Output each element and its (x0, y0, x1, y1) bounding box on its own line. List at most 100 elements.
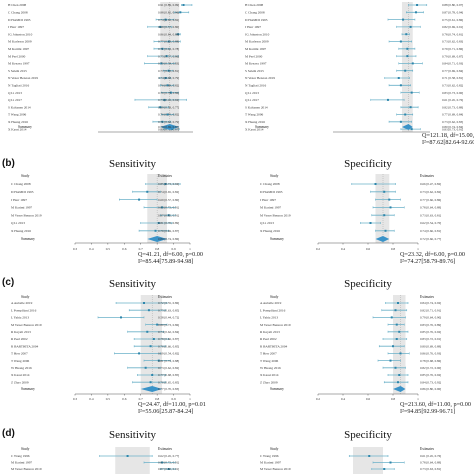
summary-ci-band (115, 447, 150, 474)
estimate-text: 0.82 [0.72, 0.90] (420, 366, 441, 371)
study-name: D HAMDI 1995 (11, 190, 34, 194)
x-tick-label: 1 (189, 247, 191, 251)
study-name: M Karimi 1997 (260, 206, 281, 210)
chart-title: Specificity (344, 278, 392, 290)
point-estimate (167, 40, 170, 43)
study-name: M Vexer Benzon 2019 (11, 467, 42, 471)
study-name: X Kassi 2014 (260, 373, 279, 377)
study-name: D HAMDI 1995 (260, 190, 283, 194)
estimate-text: 0.61 [0.45, 0.76] (442, 98, 463, 103)
study-name: N Tagliati 2016 (8, 84, 29, 88)
x-tick-label: 0.2 (316, 397, 321, 401)
point-estimate (167, 214, 170, 217)
point-estimate (146, 190, 149, 193)
x-tick-label: 0.2 (316, 247, 321, 251)
estimate-text: 0.73 [0.45, 0.94] (158, 98, 179, 103)
study-name: H Chen 2008 (245, 3, 263, 7)
point-estimate (146, 330, 149, 333)
point-estimate (405, 33, 408, 36)
study-name: Q Li 2013 (260, 221, 274, 225)
estimate-text: 0.75 [0.63, 0.85] (158, 308, 179, 313)
point-estimate (166, 113, 169, 116)
estimate-text: 0.78 [0.68, 0.86] (420, 359, 441, 364)
study-name: X Kassi 2014 (11, 373, 30, 377)
point-estimate (409, 106, 412, 109)
study-name: C Chang 2008 (245, 11, 265, 15)
estimate-text: 0.81 [0.72, 0.88] (158, 359, 179, 364)
summary-diamond (160, 124, 180, 130)
study-name: JG Johnston 2010 (8, 32, 33, 36)
point-estimate (369, 222, 372, 224)
x-tick-label: 1 (417, 247, 419, 251)
point-estimate (144, 366, 147, 369)
estimate-text: 0.69 [0.54, 0.82] (158, 352, 179, 357)
x-tick-label: 0.8 (155, 397, 160, 401)
estimate-text: 0.75 [0.61, 0.86] (442, 18, 463, 23)
panel-label: (c) (2, 277, 14, 288)
summary-label: Summary (18, 125, 32, 129)
point-estimate (167, 69, 170, 72)
point-estimate (402, 18, 405, 21)
estimate-text: 0.78 [0.66, 0.87] (158, 337, 179, 342)
estimate-text: 0.58 [0.44, 0.72] (158, 316, 179, 321)
heterogeneity-q: Q=23.32, df=6.00, p=0.00 (400, 251, 465, 258)
estimate-text: 0.74 [0.66, 0.81] (420, 229, 441, 234)
point-estimate (169, 91, 172, 94)
estimate-text: 0.74 [0.65, 0.82] (158, 18, 179, 23)
study-column-header: Study (270, 174, 279, 178)
point-estimate (388, 198, 391, 201)
point-estimate (389, 461, 392, 464)
summary-ci-band (401, 2, 413, 132)
study-name: R Peel 2002 (11, 337, 28, 341)
study-name: M Peel 2000 (245, 54, 263, 58)
estimates-column-header: Estimates (158, 447, 173, 451)
estimate-text: 0.77 [0.68, 0.85] (158, 373, 179, 378)
x-tick-label: 0.6 (366, 397, 371, 401)
estimate-text: 0.62 [0.45, 0.77] (158, 454, 179, 459)
summary-diamond (393, 386, 406, 392)
estimate-text: 0.82 [0.69, 0.91] (442, 25, 463, 30)
study-name: M Karlsson 2009 (8, 40, 32, 44)
heterogeneity-i2: I²=74.27[58.79-89.76] (400, 258, 455, 265)
point-estimate (389, 359, 392, 362)
point-estimate (154, 229, 157, 232)
study-name: Q Li 2013 (11, 221, 25, 225)
study-name: Q Li 2013 (8, 91, 22, 95)
summary-ci-band (393, 295, 406, 394)
summary-diamond (147, 236, 167, 242)
estimates-column-header: Estimates (420, 447, 435, 451)
summary-estimate-text: 0.86 [0.80, 0.90] (420, 387, 441, 392)
point-estimate (159, 106, 162, 109)
study-name: D HAMDI 1995 (8, 18, 31, 22)
study-name: T Herr 2007 (260, 352, 277, 356)
estimate-text: 0.73 [0.62, 0.82] (442, 84, 463, 89)
study-name: J Herr 1997 (260, 198, 276, 202)
study-name: M Karlsson 2009 (245, 40, 269, 44)
estimate-text: 0.87 [0.82, 0.91] (158, 467, 179, 472)
x-tick-label: 0.5 (106, 247, 111, 251)
summary-ci-band (375, 174, 390, 243)
summary-label: Summary (270, 387, 284, 391)
study-name: L Pompiliani 2016 (11, 308, 37, 312)
estimate-text: 0.78 [0.64, 0.89] (420, 206, 441, 211)
estimate-text: 0.61 [0.45, 0.76] (420, 454, 441, 459)
point-estimate (161, 120, 164, 123)
study-name: Z Zhao 2009 (260, 380, 278, 384)
x-tick-label: 0.9 (171, 247, 176, 251)
summary-diamond (401, 124, 413, 130)
estimate-text: 0.70 [0.54, 0.83] (158, 62, 179, 67)
estimate-text: 0.71 [0.63, 0.78] (158, 47, 179, 52)
study-name: Q Li 2013 (245, 91, 259, 95)
estimate-text: 0.74 [0.62, 0.84] (158, 330, 179, 335)
estimate-text: 0.80 [0.69, 0.89] (420, 344, 441, 349)
study-name: H Chen 2008 (8, 3, 26, 7)
estimate-text: 0.69 [0.57, 0.80] (158, 25, 179, 30)
panel-label: (b) (2, 158, 15, 169)
study-name: Q Li 2017 (245, 98, 259, 102)
point-estimate (149, 345, 152, 348)
study-name: R BARTHITA 2004 (11, 344, 39, 348)
x-tick-label: 0.5 (106, 397, 111, 401)
x-tick-label: 0.4 (89, 247, 94, 251)
point-estimate (395, 323, 398, 326)
